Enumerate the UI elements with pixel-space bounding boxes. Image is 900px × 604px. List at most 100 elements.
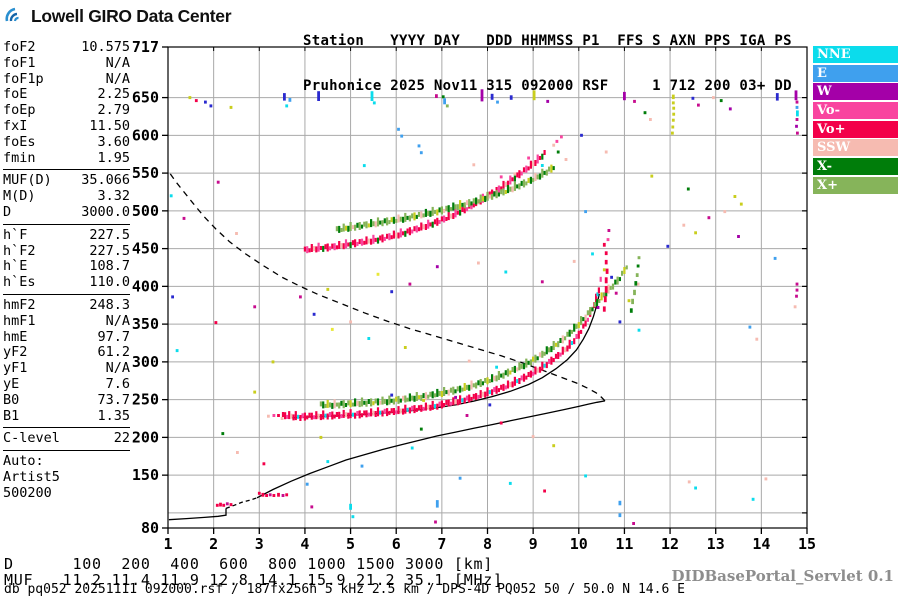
- svg-text:15: 15: [798, 535, 816, 553]
- panel-divider: [3, 293, 130, 295]
- param-value: 11.50: [89, 117, 130, 134]
- legend-item-nne: NNE: [813, 46, 898, 63]
- svg-text:7: 7: [437, 535, 446, 553]
- param-label: B0: [3, 391, 20, 408]
- legend-item-w: W: [813, 83, 898, 101]
- param-row-mufd: MUF(D) 35.066: [3, 173, 130, 189]
- svg-text:200: 200: [132, 428, 159, 446]
- param-row-artist5: Artist5: [3, 469, 130, 486]
- param-label: hmF2: [3, 296, 36, 313]
- param-row-fof1p: foF1p N/A: [3, 70, 130, 88]
- param-label: h`Es: [3, 274, 36, 291]
- param-row-hmf2: hmF2 248.3: [3, 296, 130, 314]
- trace-legend: NNE E W Vo- Vo+ SSW X- X+: [813, 46, 898, 196]
- svg-text:350: 350: [132, 315, 159, 333]
- param-label: yF1: [3, 360, 28, 377]
- distance-row: D 100 200 400 600 800 1000 1500 3000 [km…: [4, 555, 494, 573]
- param-row-he: h`E 108.7: [3, 259, 130, 275]
- svg-text:717: 717: [132, 38, 159, 56]
- param-value: 227.5: [89, 242, 130, 259]
- svg-text:12: 12: [661, 535, 679, 553]
- param-label: foF1: [3, 54, 36, 71]
- logo-text: Lowell GIRO Data Center: [31, 5, 232, 26]
- param-label: B1: [3, 407, 20, 424]
- servlet-version: DIDBasePortal_Servlet 0.1: [671, 567, 894, 585]
- param-value: N/A: [105, 312, 130, 329]
- svg-text:600: 600: [132, 126, 159, 144]
- param-label: D: [3, 203, 12, 220]
- profile-topside-extrapolated: [167, 170, 606, 402]
- svg-text:450: 450: [132, 240, 159, 258]
- param-value: 61.2: [97, 344, 130, 361]
- param-value: 35.066: [81, 172, 130, 189]
- param-row-500200: 500200: [3, 484, 130, 502]
- param-label: Auto:: [3, 453, 44, 470]
- param-row-auto: Auto:: [3, 453, 130, 470]
- svg-text:5: 5: [346, 535, 355, 553]
- param-row-hf: h`F 227.5: [3, 226, 130, 244]
- svg-text:6: 6: [392, 535, 401, 553]
- param-value: N/A: [105, 70, 130, 87]
- profile-bottomside-e: [168, 508, 227, 521]
- param-value: N/A: [105, 54, 130, 71]
- param-label: 500200: [3, 484, 52, 501]
- param-label: hmE: [3, 328, 28, 345]
- svg-text:2: 2: [209, 535, 218, 553]
- svg-text:400: 400: [132, 277, 159, 295]
- station-header: Station YYYY DAY DDD HHMMSS P1 FFS S AXN…: [303, 4, 792, 109]
- param-label: foEp: [3, 102, 36, 119]
- param-value: 2.79: [97, 102, 130, 119]
- param-row-b1: B1 1.35: [3, 407, 130, 425]
- param-row-hf2: h`F2 227.5: [3, 242, 130, 260]
- param-label: foF2: [3, 39, 36, 55]
- param-label: fmin: [3, 149, 36, 166]
- param-row-hme: hmE 97.7: [3, 328, 130, 346]
- param-label: MUF(D): [3, 172, 52, 189]
- svg-text:80: 80: [141, 519, 159, 537]
- svg-text:14: 14: [752, 535, 770, 553]
- param-value: 1.35: [97, 407, 130, 424]
- param-value: 10.575: [81, 39, 130, 55]
- param-value: 3000.0: [81, 203, 130, 220]
- legend-item-x: X-: [813, 158, 898, 176]
- svg-text:13: 13: [707, 535, 725, 553]
- status-line: db pq052 20251111 092000.rsf / 187fx256h…: [4, 582, 685, 597]
- giro-logo: Lowell GIRO Data Center: [5, 5, 232, 27]
- svg-text:550: 550: [132, 164, 159, 182]
- param-label: fxI: [3, 117, 28, 134]
- param-value: 2.25: [97, 86, 130, 103]
- param-row-hes: h`Es 110.0: [3, 274, 130, 291]
- param-row-yf1: yF1 N/A: [3, 360, 130, 377]
- param-label: yE: [3, 375, 20, 392]
- legend-item-e: E: [813, 64, 898, 82]
- param-value: 97.7: [97, 328, 130, 345]
- param-row-foep: foEp 2.79: [3, 102, 130, 119]
- svg-text:3: 3: [255, 535, 264, 553]
- svg-text:1: 1: [163, 535, 172, 553]
- param-row-fxi: fxI 11.50: [3, 117, 130, 135]
- param-value: 227.5: [89, 226, 130, 243]
- param-label: foF1p: [3, 70, 44, 87]
- svg-text:150: 150: [132, 466, 159, 484]
- param-value: 3.32: [97, 188, 130, 205]
- param-label: hmF1: [3, 312, 36, 329]
- svg-text:8: 8: [483, 535, 492, 553]
- svg-text:650: 650: [132, 89, 159, 107]
- param-row-foes: foEs 3.60: [3, 134, 130, 151]
- station-header-line1: Station YYYY DAY DDD HHMMSS P1 FFS S AXN…: [303, 33, 792, 49]
- param-label: C-level: [3, 430, 60, 447]
- profile-valley: [225, 497, 258, 510]
- legend-item-vo: Vo+: [813, 120, 898, 138]
- legend-item-vo: Vo-: [813, 102, 898, 120]
- panel-divider: [3, 223, 130, 225]
- param-row-d: D 3000.0: [3, 203, 130, 221]
- param-value: 73.7: [97, 391, 130, 408]
- param-row-b0: B0 73.7: [3, 391, 130, 409]
- svg-text:10: 10: [570, 535, 588, 553]
- panel-divider: [3, 450, 130, 452]
- legend-item-x: X+: [813, 176, 898, 194]
- svg-text:300: 300: [132, 353, 159, 371]
